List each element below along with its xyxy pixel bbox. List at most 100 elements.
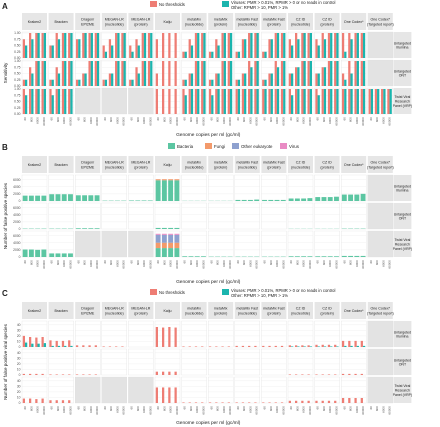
x-tick-label: 6000 — [62, 260, 66, 267]
facet-strip — [341, 302, 367, 319]
bar-no-thresholds — [22, 335, 25, 347]
bar-no-thresholds — [41, 61, 44, 86]
legend-label-threshold-line1: Viruses: PMR > 0.01%, RPMR > 0 or no rea… — [231, 0, 335, 5]
bar-bacteria — [35, 249, 41, 257]
bar-no-thresholds — [280, 33, 284, 58]
facet-label: (nucleotide) — [291, 22, 310, 26]
facet-strip — [155, 13, 180, 30]
x-tick-label: 60000 — [42, 260, 46, 269]
bar-thresholds — [389, 89, 392, 114]
facet-label: (nucleotide) — [105, 165, 124, 169]
bar-no-thresholds — [280, 89, 284, 114]
bar-no-thresholds — [341, 73, 345, 86]
bar-no-thresholds — [188, 73, 191, 86]
empty-facet-panel — [367, 59, 393, 87]
x-tick-label: 600 — [83, 260, 87, 265]
bar-thresholds — [250, 33, 253, 58]
facet-label: (protein) — [134, 22, 147, 26]
bar-no-thresholds — [174, 387, 177, 403]
bar-thresholds — [190, 89, 194, 114]
bar-thresholds — [150, 33, 153, 58]
row-label: ONT — [399, 363, 407, 367]
facet-label: CZ ID — [322, 18, 332, 22]
bar-thresholds — [336, 89, 339, 114]
bar-bacteria — [68, 253, 73, 257]
bar-bacteria — [334, 196, 339, 201]
x-tick-label: 6000 — [222, 406, 226, 413]
facet-strip — [75, 302, 101, 319]
bar-no-thresholds — [121, 33, 124, 58]
facet-label: One Codex* — [344, 20, 364, 24]
bar-thresholds — [297, 39, 300, 58]
x-tick-label: 60000 — [68, 117, 72, 126]
y-tick-label: 0.00 — [14, 112, 21, 116]
empty-facet-panel — [367, 174, 393, 202]
bar-bacteria — [188, 256, 194, 257]
x-tick-label: 60 — [316, 260, 320, 264]
bar-thresholds — [25, 45, 28, 58]
facet-label: MEGAN-LR — [131, 18, 150, 22]
facet-strip — [261, 156, 287, 173]
bar-bacteria — [341, 255, 347, 257]
bar-thresholds — [303, 346, 306, 347]
bar-bacteria — [174, 248, 180, 257]
empty-facet-panel — [367, 348, 393, 376]
bar-no-thresholds — [188, 402, 191, 403]
row-label: Untargeted — [394, 41, 411, 45]
bar-thresholds — [229, 89, 233, 114]
bar-thresholds — [344, 345, 347, 347]
bar-no-thresholds — [182, 51, 185, 58]
bar-thresholds — [291, 95, 294, 114]
facet-panel — [234, 202, 260, 230]
bar-no-thresholds — [61, 89, 65, 114]
bar-fungi — [161, 179, 167, 181]
row-strip — [393, 60, 412, 86]
bar-no-thresholds — [168, 33, 171, 58]
facet-label: One Codex* — [344, 309, 364, 313]
bar-thresholds — [309, 89, 312, 114]
bar-no-thresholds — [315, 39, 318, 58]
x-tick-label: 600 — [349, 260, 353, 265]
row-label: Twist Viral — [394, 238, 410, 242]
bar-no-thresholds — [201, 89, 204, 114]
bar-no-thresholds — [254, 402, 257, 403]
bar-thresholds — [143, 61, 147, 86]
bar-bacteria — [55, 194, 61, 201]
y-tick-label: 30 — [17, 357, 21, 361]
bar-no-thresholds — [248, 402, 251, 403]
bar-thresholds — [350, 345, 353, 347]
bar-no-thresholds — [295, 33, 298, 58]
facet-label: (protein) — [320, 311, 333, 315]
bar-no-thresholds — [22, 39, 25, 58]
bar-bacteria — [161, 248, 167, 257]
bar-no-thresholds — [295, 67, 298, 86]
bar-thresholds — [43, 89, 46, 114]
bar-no-thresholds — [41, 373, 44, 375]
bar-no-thresholds — [360, 340, 363, 347]
x-tick-label: 600 — [216, 260, 220, 265]
bar-thresholds — [111, 45, 114, 58]
bar-bacteria — [61, 253, 67, 257]
bar-thresholds — [64, 89, 67, 114]
x-tick-label: 60 — [50, 260, 54, 264]
x-tick-label: 60000 — [148, 406, 152, 415]
bar-no-thresholds — [115, 61, 118, 86]
x-tick-label: 60 — [289, 117, 293, 121]
bar-no-thresholds — [168, 327, 171, 347]
y-tick-label: 0 — [19, 401, 21, 405]
bar-no-thresholds — [29, 373, 32, 375]
row-label: Panel (VRP) — [393, 104, 412, 108]
bar-no-thresholds — [221, 402, 224, 403]
panel-letter: C — [2, 289, 8, 298]
bar-thresholds — [356, 89, 359, 114]
bar-no-thresholds — [288, 374, 291, 375]
x-tick-label: 60 — [369, 260, 373, 264]
facet-strip — [208, 13, 234, 30]
facet-panel — [181, 202, 207, 230]
panel_b: B Bacteria Fungi Other eukaryote Virus Number… — [2, 143, 412, 285]
bar-no-thresholds — [55, 33, 58, 58]
facet-panel — [208, 376, 234, 404]
bar-thresholds — [37, 89, 40, 114]
bar-no-thresholds — [227, 402, 230, 403]
bar-no-thresholds — [182, 89, 185, 114]
